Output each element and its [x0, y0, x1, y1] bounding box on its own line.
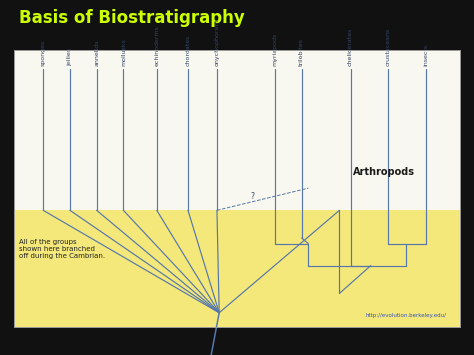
Bar: [14, 210, 460, 327]
Text: myriapods: myriapods: [273, 33, 277, 66]
Text: annelids: annelids: [94, 40, 99, 66]
Text: All of the groups
shown here branched
off during the Cambrian.: All of the groups shown here branched of…: [18, 239, 105, 259]
Text: http://evolution.berkeley.edu/: http://evolution.berkeley.edu/: [365, 313, 447, 318]
Bar: [14, 50, 460, 327]
Text: sponges: sponges: [41, 40, 46, 66]
Text: mollusks: mollusks: [121, 39, 126, 66]
Text: chordates: chordates: [185, 35, 191, 66]
Bar: [14, 50, 460, 327]
Text: ?: ?: [251, 192, 255, 201]
Text: Arthropods: Arthropods: [353, 166, 415, 176]
Text: Basis of Biostratigraphy: Basis of Biostratigraphy: [19, 9, 245, 27]
Text: insects: insects: [424, 44, 429, 66]
Text: chelicerates: chelicerates: [348, 28, 353, 66]
Text: jellies: jellies: [67, 48, 73, 66]
Text: onychophorans: onychophorans: [214, 18, 219, 66]
Text: crustaceans: crustaceans: [386, 28, 391, 66]
Text: trilobites: trilobites: [299, 38, 304, 66]
Text: echinoderms: echinoderms: [155, 26, 159, 66]
